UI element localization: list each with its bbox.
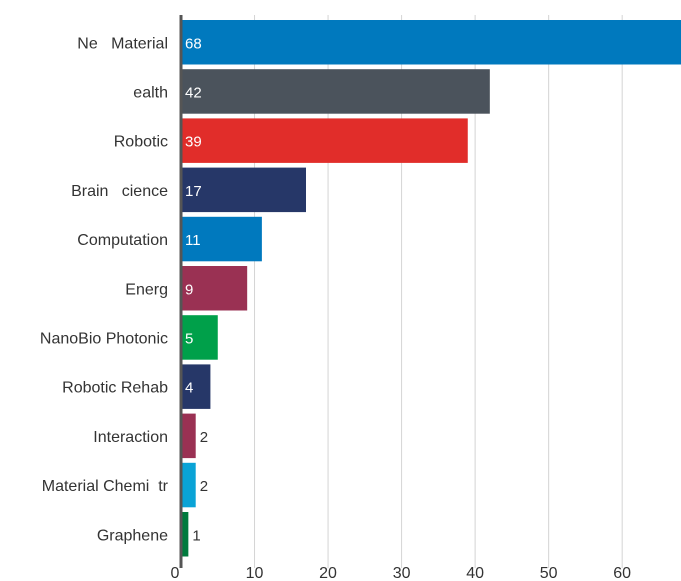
value-label: 9 — [185, 281, 193, 298]
category-label: Material Chemi tr — [42, 478, 169, 495]
bar — [181, 413, 196, 459]
bar — [181, 167, 306, 213]
category-label: Brain cience — [71, 183, 168, 200]
value-label: 42 — [185, 84, 202, 101]
x-tick-label: 60 — [613, 565, 631, 581]
category-label: Robotic — [114, 134, 168, 151]
x-tick-label: 50 — [540, 565, 558, 581]
value-label: 17 — [185, 183, 202, 200]
value-label: 68 — [185, 35, 202, 52]
value-label: 1 — [192, 527, 200, 544]
bar — [181, 20, 681, 65]
category-label: NanoBio Photonic — [40, 330, 168, 347]
value-label: 11 — [185, 232, 201, 249]
bar — [181, 364, 211, 409]
bars — [181, 20, 681, 557]
category-label: Ne Material — [77, 35, 168, 52]
bar — [181, 315, 218, 360]
value-label: 39 — [185, 134, 202, 151]
x-tick-labels: 0 10 20 30 40 50 60 — [171, 565, 632, 581]
bar — [181, 462, 196, 508]
bar — [181, 512, 189, 557]
x-tick-label: 10 — [246, 565, 264, 581]
value-label: 2 — [200, 478, 208, 495]
value-label: 5 — [185, 330, 193, 347]
category-label: ealth — [133, 84, 168, 101]
value-label: 4 — [185, 380, 193, 397]
bar — [181, 266, 248, 311]
category-label: Energ — [125, 281, 168, 298]
bar — [181, 118, 468, 163]
x-tick-label: 0 — [171, 565, 180, 581]
bar — [181, 216, 262, 262]
category-label: Graphene — [97, 527, 168, 544]
category-labels: Ne Material ealth Robotic Brain cience Compu… — [40, 35, 169, 544]
value-label: 2 — [200, 429, 208, 446]
x-tick-label: 30 — [393, 565, 411, 581]
category-label: Interaction — [93, 429, 168, 446]
category-label: Computation — [77, 232, 168, 249]
category-label: Robotic Rehab — [62, 380, 168, 397]
x-tick-label: 20 — [319, 565, 337, 581]
x-tick-label: 40 — [466, 565, 484, 581]
bar — [181, 69, 490, 114]
